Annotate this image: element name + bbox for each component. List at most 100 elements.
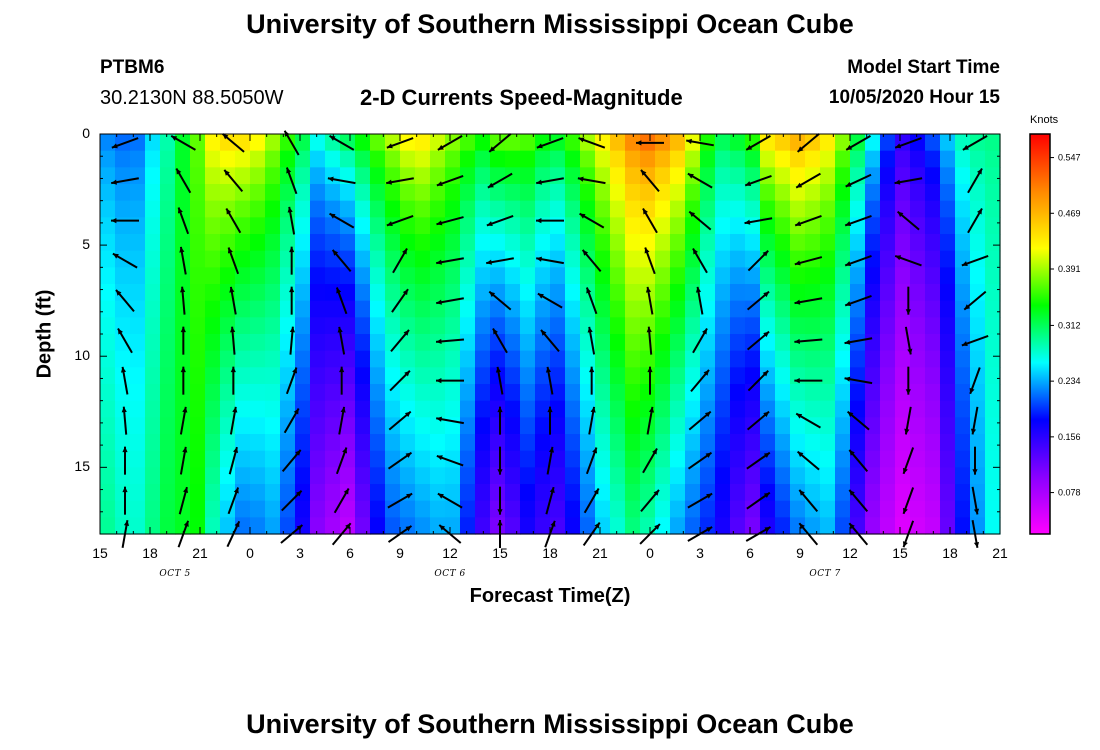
current-vector <box>902 487 915 515</box>
current-vector <box>636 140 664 146</box>
heatmap-cell <box>685 434 701 452</box>
heatmap-cell <box>835 334 851 352</box>
heatmap-cell <box>115 267 131 285</box>
heatmap-cell <box>880 167 896 185</box>
heatmap-cell <box>595 200 611 218</box>
heatmap-cell <box>400 267 416 285</box>
heatmap-cell <box>220 517 236 535</box>
heatmap-cell <box>520 317 536 335</box>
heatmap-cell <box>910 250 926 268</box>
heatmap-cell <box>880 434 896 452</box>
heatmap-cell <box>235 317 251 335</box>
heatmap-cell <box>190 500 206 518</box>
heatmap-cell <box>955 484 971 502</box>
heatmap-cell <box>415 517 431 535</box>
heatmap-cell <box>310 250 326 268</box>
heatmap-cell <box>640 267 656 285</box>
heatmap-cell <box>580 484 596 502</box>
heatmap-cell <box>700 134 716 152</box>
heatmap-cell <box>520 450 536 468</box>
heatmap-cell <box>385 150 401 168</box>
heatmap-cell <box>730 467 746 485</box>
heatmap-cell <box>685 467 701 485</box>
heatmap-cell <box>685 317 701 335</box>
heatmap-cell <box>145 284 161 302</box>
heatmap-cell <box>805 267 821 285</box>
heatmap-cell <box>160 317 176 335</box>
heatmap-cell <box>595 184 611 202</box>
current-vector <box>798 489 819 513</box>
current-vector <box>389 370 411 392</box>
heatmap-cell <box>400 150 416 168</box>
heatmap-cell <box>370 184 386 202</box>
heatmap-cell <box>190 367 206 385</box>
heatmap-cell <box>235 384 251 402</box>
heatmap-cell <box>865 250 881 268</box>
heatmap-cell <box>220 400 236 418</box>
heatmap-cell <box>880 217 896 235</box>
heatmap-cell <box>805 384 821 402</box>
current-vector <box>436 297 464 305</box>
heatmap-cell <box>160 217 176 235</box>
heatmap-cell <box>865 484 881 502</box>
heatmap-cell <box>100 367 116 385</box>
model-start-label: Model Start Time <box>847 57 1000 78</box>
current-vector <box>692 328 708 354</box>
heatmap-cell <box>865 134 881 152</box>
heatmap-cell <box>565 350 581 368</box>
current-vector <box>963 290 987 311</box>
current-vector <box>497 406 503 435</box>
current-vector <box>178 486 189 515</box>
heatmap-cell <box>505 384 521 402</box>
current-vector <box>687 451 713 470</box>
heatmap-cell <box>955 500 971 518</box>
heatmap-cell <box>205 267 221 285</box>
current-vector <box>645 286 654 315</box>
current-vector <box>640 489 660 513</box>
heatmap-cell <box>970 467 986 485</box>
current-vector <box>386 137 414 149</box>
heatmap-cell <box>760 200 776 218</box>
heatmap-cell <box>250 250 266 268</box>
heatmap-cell <box>415 134 431 152</box>
heatmap-cell <box>160 484 176 502</box>
heatmap-cell <box>310 434 326 452</box>
current-vector <box>283 408 300 434</box>
heatmap-cell <box>880 234 896 252</box>
heatmap-cell <box>460 217 476 235</box>
heatmap-cell <box>385 434 401 452</box>
heatmap-cell <box>895 350 911 368</box>
heatmap-cell <box>655 234 671 252</box>
heatmap-cell <box>535 184 551 202</box>
heatmap-cell <box>970 267 986 285</box>
chart-title-bottom: University of Southern Mississippi Ocean… <box>246 709 854 739</box>
heatmap-cell <box>925 234 941 252</box>
heatmap-cell <box>850 350 866 368</box>
heatmap-cell <box>565 134 581 152</box>
heatmap-cell <box>655 317 671 335</box>
heatmap-cell <box>835 484 851 502</box>
heatmap-cell <box>865 217 881 235</box>
heatmap-cell <box>490 317 506 335</box>
heatmap-cell <box>925 400 941 418</box>
heatmap-cell <box>775 200 791 218</box>
heatmap-cell <box>670 417 686 435</box>
heatmap-cell <box>625 300 641 318</box>
model-start-value: 10/05/2020 Hour 15 <box>828 87 1000 108</box>
heatmap-cell <box>310 350 326 368</box>
heatmap-cell <box>475 384 491 402</box>
heatmap-cell <box>325 450 341 468</box>
heatmap-cell <box>430 250 446 268</box>
current-vector <box>392 248 408 274</box>
heatmap-cell <box>790 500 806 518</box>
heatmap-cell <box>145 200 161 218</box>
heatmap-cell <box>610 167 626 185</box>
heatmap-cell <box>310 184 326 202</box>
heatmap-cell <box>445 267 461 285</box>
heatmap-cell <box>385 400 401 418</box>
heatmap-cell <box>760 167 776 185</box>
heatmap-cell <box>265 484 281 502</box>
heatmap-cell <box>775 450 791 468</box>
x-tick-label: 21 <box>592 545 608 561</box>
heatmap-cell <box>205 217 221 235</box>
